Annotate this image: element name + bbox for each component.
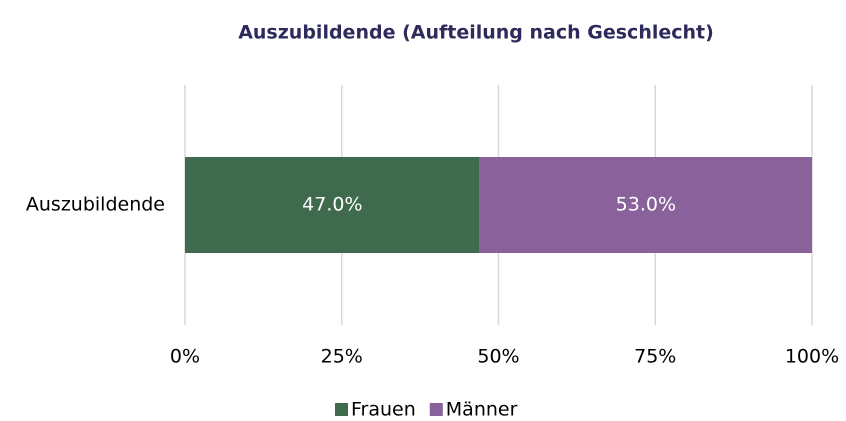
x-tick-label: 50% <box>477 346 519 368</box>
chart-title: Auszubildende (Aufteilung nach Geschlech… <box>238 22 714 44</box>
data-label: 53.0% <box>616 194 676 216</box>
bar-segment <box>185 157 480 253</box>
legend-label: Männer <box>446 399 518 421</box>
x-tick-label: 75% <box>634 346 676 368</box>
data-label: 47.0% <box>302 194 362 216</box>
legend-swatch <box>335 403 348 416</box>
y-tick-label: Auszubildende <box>26 194 165 216</box>
x-tick-label: 100% <box>785 346 839 368</box>
x-tick-label: 0% <box>170 346 200 368</box>
legend-swatch <box>429 403 443 416</box>
legend-label: Frauen <box>351 399 416 421</box>
x-tick-label: 25% <box>321 346 363 368</box>
bar-segment <box>479 157 812 253</box>
